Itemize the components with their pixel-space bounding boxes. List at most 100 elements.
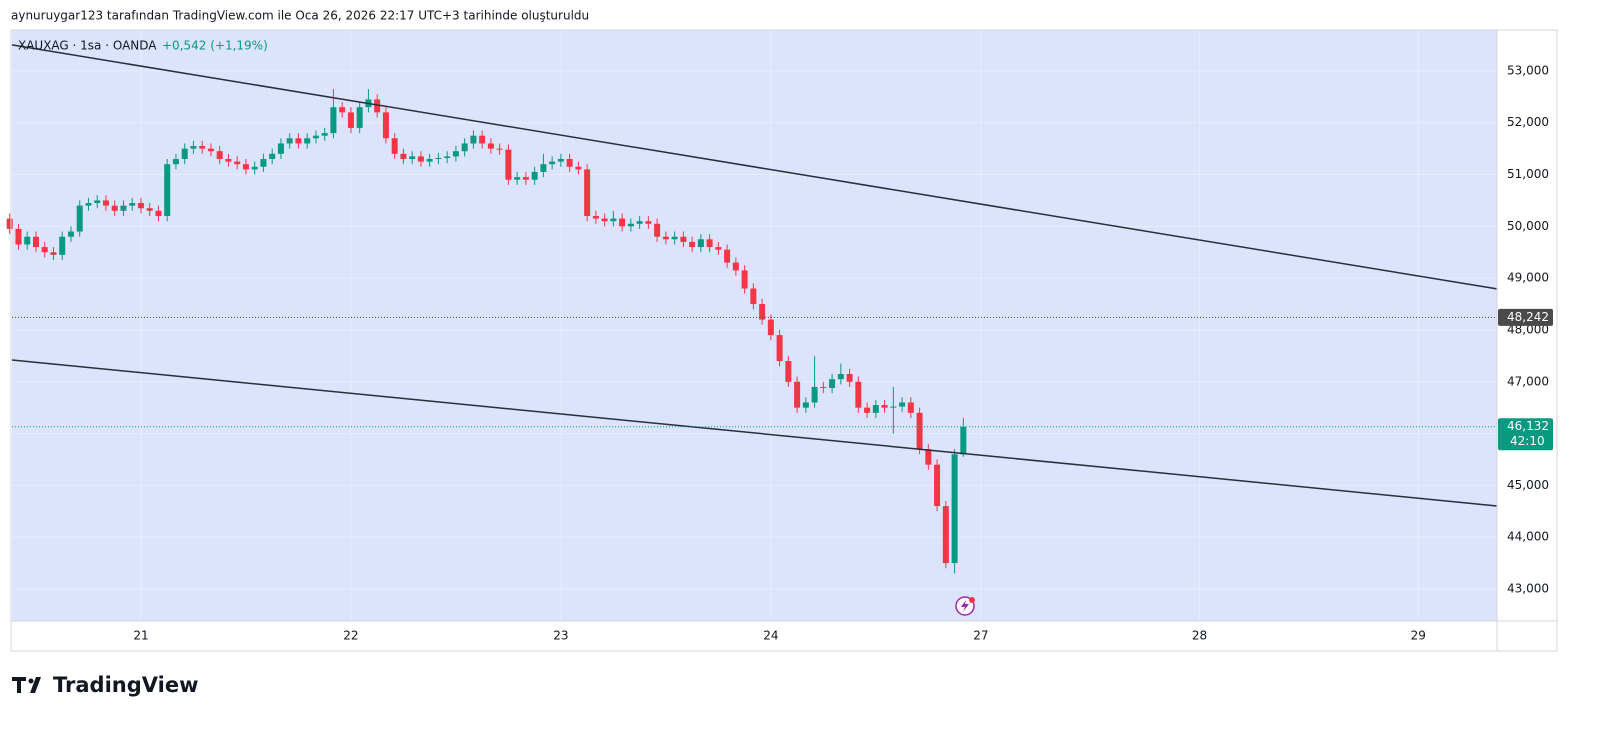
candle-body bbox=[181, 148, 188, 159]
candle-body bbox=[330, 107, 337, 134]
candle-body bbox=[531, 171, 538, 180]
candle-body bbox=[155, 210, 162, 216]
candle-body bbox=[829, 379, 836, 388]
symbol-legend: XAUXAG · 1sa · OANDA bbox=[18, 39, 157, 53]
candle-body bbox=[864, 407, 871, 413]
candle-body bbox=[855, 381, 862, 408]
candle-body bbox=[172, 158, 179, 165]
axes: 43,00044,00045,00046,00047,00048,00049,0… bbox=[133, 63, 1553, 643]
chart-frame bbox=[10, 29, 1558, 652]
candle-body bbox=[251, 166, 258, 170]
candle-body bbox=[225, 158, 232, 162]
candle-body bbox=[820, 386, 827, 388]
candle-body bbox=[32, 236, 39, 248]
candle-body bbox=[951, 454, 958, 564]
candle-body bbox=[934, 464, 941, 507]
candle-body bbox=[461, 143, 468, 152]
candle-body bbox=[374, 99, 381, 113]
candle-body bbox=[645, 221, 652, 224]
candle-body bbox=[102, 200, 109, 206]
credit-text: aynuruygar123 tarafından TradingView.com… bbox=[11, 9, 589, 23]
candle-body bbox=[802, 402, 809, 408]
candle-body bbox=[120, 205, 127, 211]
candle-body bbox=[785, 361, 792, 382]
candle-body bbox=[76, 205, 83, 232]
candle-body bbox=[356, 107, 363, 128]
brand-text: TradingView bbox=[53, 673, 198, 697]
candle-body bbox=[164, 164, 171, 216]
candle-body bbox=[671, 236, 678, 240]
candle-body bbox=[837, 373, 844, 380]
candle-body bbox=[942, 506, 949, 564]
candle-body bbox=[111, 205, 118, 211]
change-legend: +0,542 (+1,19%) bbox=[162, 39, 268, 53]
candle-body bbox=[452, 151, 459, 157]
candle-body bbox=[890, 406, 897, 408]
y-tick-label: 45,000 bbox=[1507, 478, 1549, 492]
y-tick-label: 52,000 bbox=[1507, 115, 1549, 129]
x-tick-label: 21 bbox=[133, 629, 148, 643]
candle-body bbox=[750, 288, 757, 305]
price-label-box bbox=[1498, 418, 1553, 451]
candle-body bbox=[540, 164, 547, 172]
candle-body bbox=[199, 146, 206, 149]
candle-body bbox=[382, 112, 389, 139]
candle-body bbox=[190, 146, 197, 149]
x-tick-label: 24 bbox=[763, 629, 778, 643]
x-tick-label: 29 bbox=[1411, 629, 1426, 643]
price-label: 48,242 bbox=[1507, 310, 1549, 324]
candle-body bbox=[216, 151, 223, 159]
candle-body bbox=[872, 405, 879, 413]
y-tick-label: 50,000 bbox=[1507, 219, 1549, 233]
plot-background bbox=[12, 30, 1497, 621]
candle-body bbox=[776, 335, 783, 362]
y-tick-label: 48,000 bbox=[1507, 322, 1549, 336]
candle-body bbox=[601, 218, 608, 222]
candle-body bbox=[234, 161, 241, 165]
candle-body bbox=[575, 166, 582, 170]
candle-body bbox=[479, 135, 486, 144]
trend-line bbox=[11, 359, 1498, 507]
candle-body bbox=[724, 249, 731, 263]
candle-body bbox=[680, 236, 687, 242]
candle-body bbox=[610, 218, 617, 222]
candle-body bbox=[557, 158, 564, 162]
trend-line bbox=[11, 44, 1498, 290]
candle-body bbox=[417, 156, 424, 162]
candle-body bbox=[400, 153, 407, 159]
x-tick-label: 23 bbox=[553, 629, 568, 643]
y-tick-label: 47,000 bbox=[1507, 374, 1549, 388]
candle-body bbox=[811, 386, 818, 403]
candle-body bbox=[242, 164, 249, 170]
overlays bbox=[11, 44, 1498, 507]
candle-body bbox=[41, 247, 48, 253]
candle-body bbox=[689, 241, 696, 248]
candle-body bbox=[269, 153, 276, 159]
candle-body bbox=[496, 148, 503, 150]
candle-body bbox=[549, 161, 556, 165]
y-tick-label: 51,000 bbox=[1507, 167, 1549, 181]
candle-body bbox=[566, 158, 573, 167]
candle-body bbox=[767, 319, 774, 336]
candle-body bbox=[514, 177, 521, 180]
brand-logo: TradingView bbox=[12, 673, 198, 697]
candle-body bbox=[277, 143, 284, 154]
candle-body bbox=[881, 405, 888, 408]
y-tick-label: 53,000 bbox=[1507, 63, 1549, 77]
candle-body bbox=[94, 200, 101, 204]
candle-body bbox=[741, 270, 748, 289]
candle-body bbox=[627, 223, 634, 227]
candle-body bbox=[654, 223, 661, 237]
candle-body bbox=[907, 402, 914, 413]
candle-body bbox=[636, 221, 643, 224]
x-tick-label: 27 bbox=[973, 629, 988, 643]
x-tick-label: 28 bbox=[1192, 629, 1207, 643]
candle-body bbox=[662, 236, 669, 240]
candle-body bbox=[347, 112, 354, 128]
candle-body bbox=[706, 239, 713, 248]
price-label: 46,132 bbox=[1507, 419, 1549, 433]
countdown-label: 42:10 bbox=[1510, 434, 1545, 448]
candle-body bbox=[619, 218, 626, 227]
y-tick-label: 49,000 bbox=[1507, 271, 1549, 285]
